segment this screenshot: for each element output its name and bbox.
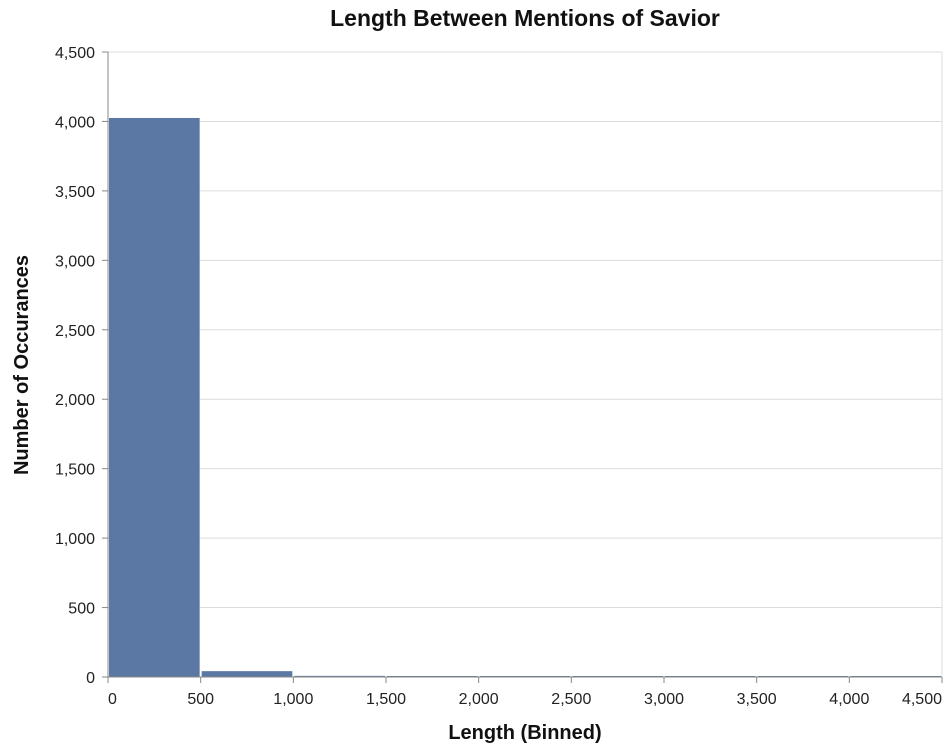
y-tick-label: 1,500 bbox=[55, 462, 95, 479]
x-tick-label: 500 bbox=[187, 691, 214, 708]
y-tick-label: 0 bbox=[86, 670, 95, 687]
y-tick-label: 1,000 bbox=[55, 531, 95, 548]
histogram-bar bbox=[201, 671, 293, 677]
x-tick-label: 3,000 bbox=[644, 691, 684, 708]
x-tick-label: 3,500 bbox=[737, 691, 777, 708]
x-tick-label: 4,500 bbox=[902, 691, 942, 708]
x-tick-label: 1,000 bbox=[273, 691, 313, 708]
y-tick-label: 2,500 bbox=[55, 323, 95, 340]
chart-title: Length Between Mentions of Savior bbox=[330, 5, 720, 31]
x-tick-label: 1,500 bbox=[366, 691, 406, 708]
y-tick-label: 4,000 bbox=[55, 114, 95, 131]
gridlines bbox=[108, 51, 943, 677]
bars bbox=[109, 117, 941, 677]
histogram-bar bbox=[294, 675, 385, 677]
y-tick-label: 500 bbox=[68, 601, 95, 618]
x-tick-label: 2,500 bbox=[551, 691, 591, 708]
y-axis-title: Number of Occurances bbox=[11, 255, 33, 475]
y-tick-label: 2,000 bbox=[55, 392, 95, 409]
x-axis-title: Length (Binned) bbox=[448, 722, 601, 744]
axes bbox=[107, 52, 942, 678]
y-axis-ticks: 0 500 1,000 1,500 2,000 2,500 3,000 3,500 4,000 4… bbox=[55, 45, 108, 687]
x-axis-ticks: 0 500 1,000 1,500 2,000 2,500 3,000 3,500 4,000 4… bbox=[107, 677, 943, 708]
x-tick-label: 0 bbox=[108, 691, 117, 708]
y-tick-label: 3,500 bbox=[55, 184, 95, 201]
histogram-bar bbox=[109, 117, 200, 677]
y-tick-label: 4,500 bbox=[55, 45, 95, 62]
x-tick-label: 4,000 bbox=[829, 691, 869, 708]
y-tick-label: 3,000 bbox=[55, 253, 95, 270]
x-tick-label: 2,000 bbox=[459, 691, 499, 708]
